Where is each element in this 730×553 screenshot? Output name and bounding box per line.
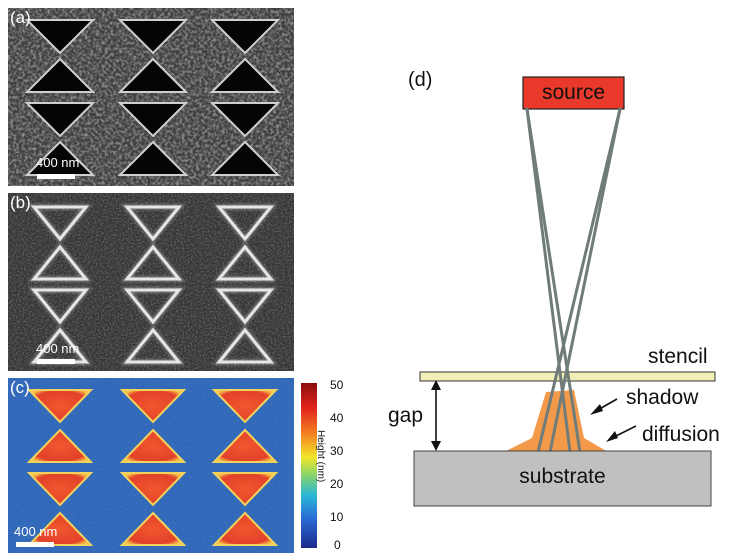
colorbar-title: Height (nm) xyxy=(315,430,326,483)
deposit-outline-r0-c2-upper xyxy=(215,205,275,242)
aperture-triangle-r1-c1-upper xyxy=(117,102,189,138)
afm-triangle-r1-c2-upper xyxy=(211,472,279,507)
shadow-pointer xyxy=(590,398,618,415)
aperture-triangle-r0-c2-lower xyxy=(209,57,281,93)
aperture-triangle-r1-c1-lower xyxy=(117,140,189,176)
panel-b-label: (b) xyxy=(10,193,31,212)
afm-triangle-r0-c1-lower xyxy=(119,428,187,463)
afm-triangle-r0-c0-lower xyxy=(26,428,94,463)
colorbar-tick-20: 20 xyxy=(330,477,344,491)
deposit-outline-r1-c1-upper xyxy=(123,288,183,325)
afm-triangle-r0-c2-lower xyxy=(211,428,279,463)
deposit-outline-r1-c0-upper xyxy=(30,288,90,325)
panel-a-image xyxy=(8,8,294,186)
shadow-label: shadow xyxy=(626,386,699,409)
afm-triangle-r1-c0-upper xyxy=(26,472,94,507)
panel-c-scale-label: 400 nm xyxy=(14,524,58,539)
afm-triangle-r1-c0-lower xyxy=(26,511,94,546)
colorbar-tick-10: 10 xyxy=(330,510,344,524)
colorbar-tick-30: 30 xyxy=(330,444,344,458)
source-rays xyxy=(525,107,622,454)
panel-c-label: (c) xyxy=(10,378,30,397)
afm-triangle-r1-c1-lower xyxy=(119,511,187,546)
panel-c-image xyxy=(8,378,294,553)
diffusion-label: diffusion xyxy=(642,423,720,446)
aperture-triangle-r1-c2-lower xyxy=(209,140,281,176)
panel-c-scale-bar xyxy=(16,542,54,547)
afm-triangle-r0-c1-upper xyxy=(119,389,187,424)
substrate-label: substrate xyxy=(519,465,606,488)
panel-d-label: (d) xyxy=(408,69,433,91)
colorbar-tick-40: 40 xyxy=(330,411,344,425)
gap-arrow xyxy=(431,380,441,451)
afm-triangle-r0-c2-upper xyxy=(211,389,279,424)
afm-triangle-r1-c1-upper xyxy=(119,472,187,507)
aperture-triangle-r1-c2-upper xyxy=(209,102,281,138)
diffusion-pointer xyxy=(606,425,637,442)
panel-a: (a) 400 nm xyxy=(8,8,294,186)
height-colorbar xyxy=(301,383,317,548)
aperture-triangle-r0-c0-upper xyxy=(24,19,96,55)
afm-triangle-r1-c2-lower xyxy=(211,511,279,546)
deposit-outline-r0-c0-upper xyxy=(30,205,90,242)
substrate-box xyxy=(413,450,712,507)
colorbar-tick-50: 50 xyxy=(330,378,344,392)
aperture-triangle-r0-c1-upper xyxy=(117,19,189,55)
aperture-triangle-r0-c2-upper xyxy=(209,19,281,55)
deposit-outline-r0-c2-lower xyxy=(215,244,275,281)
gap-label: gap xyxy=(388,404,424,427)
afm-triangle-r0-c0-upper xyxy=(26,389,94,424)
panel-b: (b) 400 nm xyxy=(8,193,294,371)
deposit-outline-r0-c0-lower xyxy=(30,244,90,281)
aperture-triangle-r1-c0-upper xyxy=(24,102,96,138)
source-label: source xyxy=(541,81,606,104)
deposit-outline-r1-c2-upper xyxy=(215,288,275,325)
deposit-outline-r1-c2-lower xyxy=(215,327,275,364)
source-box xyxy=(522,76,625,110)
panel-b-image xyxy=(8,193,294,371)
panel-c: (c) 400 nm 50 40 30 20 10 0 Height (nm) xyxy=(8,378,348,553)
deposit-outline-r1-c1-lower xyxy=(123,327,183,364)
panel-b-scale-label: 400 nm xyxy=(36,341,80,356)
panel-a-label: (a) xyxy=(10,8,31,27)
stencil-label: stencil xyxy=(648,345,708,368)
deposit-outline-r0-c1-upper xyxy=(123,205,183,242)
aperture-triangle-r0-c0-lower xyxy=(24,57,96,93)
deposition-schematic xyxy=(413,76,716,507)
panel-a-scale-label: 400 nm xyxy=(36,155,80,170)
colorbar-tick-0: 0 xyxy=(334,538,341,552)
panel-d: (d) source stencil gap shadow diffusion … xyxy=(370,0,730,553)
panel-b-scale-bar xyxy=(37,359,75,364)
deposit-outline-r0-c1-lower xyxy=(123,244,183,281)
panel-a-scale-bar xyxy=(37,174,75,179)
aperture-triangle-r0-c1-lower xyxy=(117,57,189,93)
